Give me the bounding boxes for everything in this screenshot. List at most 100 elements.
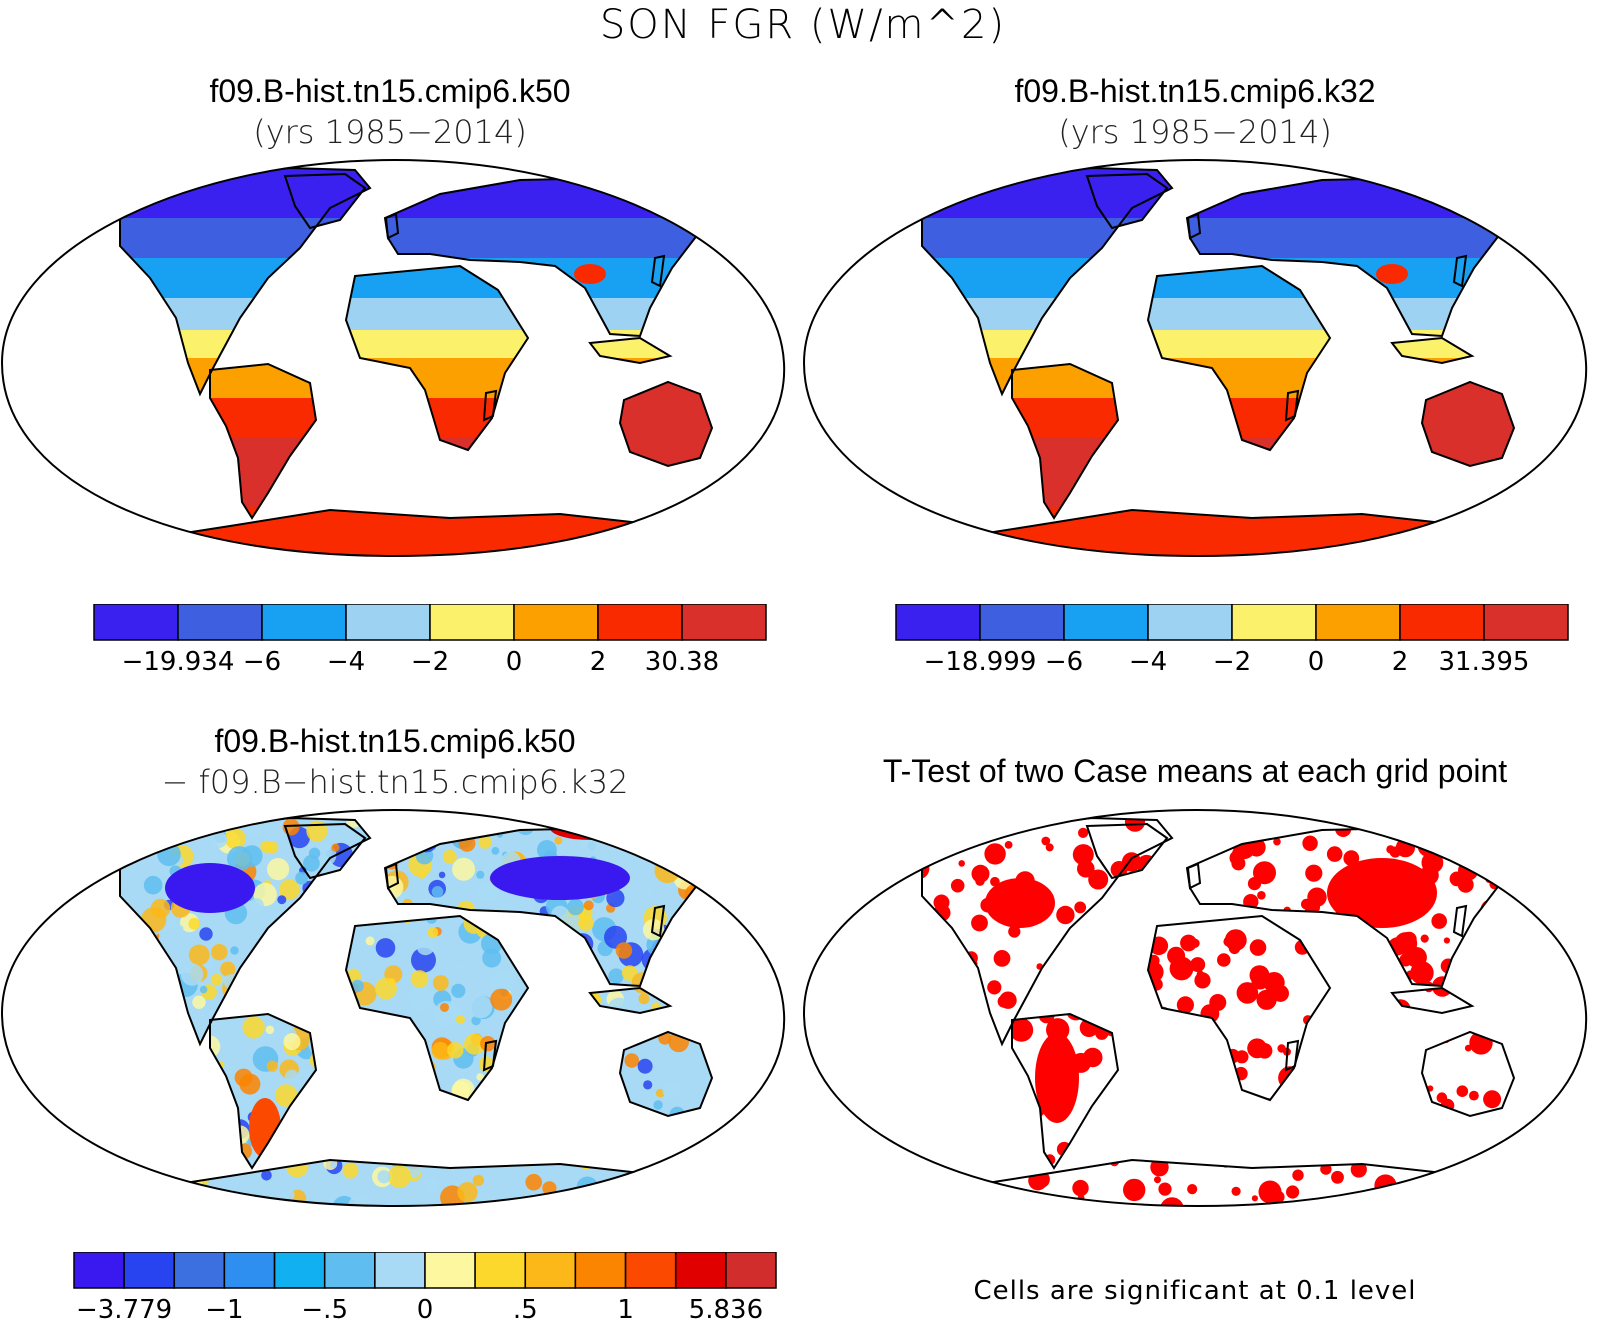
colorbar-swatch — [1399, 604, 1485, 641]
coastline-japan — [650, 904, 666, 938]
colorbar-tick-label: 2 — [590, 647, 607, 677]
colorbar-swatch — [624, 1252, 677, 1289]
colorbar-swatch — [123, 1252, 175, 1289]
colorbar-tick-label: −19.934 — [122, 647, 235, 677]
colorbar-swatch — [424, 1252, 476, 1289]
coastline-uk — [1186, 862, 1202, 890]
case1-map — [0, 158, 786, 558]
colorbar-swatch — [223, 1252, 276, 1289]
colorbar-tick-label: −4 — [327, 647, 365, 677]
colorbar-swatch — [177, 604, 263, 641]
colorbar-tick-label: 1 — [617, 1295, 634, 1325]
diff-subtitle: − f09.B−hist.tn15.cmip6.k32 — [161, 763, 629, 801]
coastline-greenland — [1085, 822, 1169, 880]
case1-subtitle: (yrs 1985−2014) — [253, 113, 527, 151]
diff-map — [0, 808, 786, 1208]
colorbar-swatch — [895, 604, 981, 641]
colorbar-swatch — [73, 1252, 125, 1289]
colorbar-tick-label: −3.779 — [76, 1295, 172, 1325]
colorbar-swatch — [524, 1252, 577, 1289]
coastline-indonesia — [1390, 336, 1475, 365]
coastline-greenland — [1085, 172, 1169, 230]
coastline-indonesia — [588, 336, 673, 365]
coastline-africa — [1146, 914, 1332, 1102]
colorbar-swatch — [173, 1252, 226, 1289]
ttest-map — [802, 808, 1588, 1208]
coastline-samerica — [1011, 1012, 1120, 1170]
coastline-namerica — [119, 816, 372, 1047]
coastline-uk — [384, 212, 400, 240]
colorbar-swatch — [1483, 604, 1569, 641]
coastline-africa — [1146, 264, 1332, 452]
coastline-samerica — [1011, 362, 1120, 520]
colorbar-swatch — [93, 604, 179, 641]
case1-title: f09.B-hist.tn15.cmip6.k50 — [209, 73, 571, 109]
coastline-australia — [618, 380, 714, 468]
case2-colorbar: −18.999 −6 −4 −2 0 2 31.395 — [895, 604, 1569, 677]
colorbar-swatch — [725, 1252, 777, 1289]
coastline-australia — [1420, 380, 1516, 468]
coastline-madagascar — [1284, 1039, 1300, 1072]
diff-colorbar: −3.779 −1 −.5 0 .5 1 5.836 — [73, 1252, 777, 1325]
colorbar-swatch — [1063, 604, 1149, 641]
colorbar-tick-label: −4 — [1129, 647, 1167, 677]
colorbar-swatch — [1231, 604, 1317, 641]
case2-map — [802, 158, 1588, 558]
coastline-japan — [650, 254, 666, 288]
coastline-madagascar — [482, 389, 498, 422]
colorbar-swatch — [261, 604, 347, 641]
colorbar-swatch — [374, 1252, 426, 1289]
case2-title: f09.B-hist.tn15.cmip6.k32 — [1014, 73, 1376, 109]
coastline-namerica — [921, 816, 1174, 1047]
colorbar-swatch — [429, 604, 515, 641]
coastline-samerica — [209, 1012, 318, 1170]
coastline-australia — [618, 1030, 714, 1118]
coastline-indonesia — [1390, 986, 1475, 1015]
coastline-namerica — [119, 166, 372, 397]
coastline-africa — [344, 264, 530, 452]
colorbar-tick-label: −6 — [1045, 647, 1083, 677]
map-outline — [0, 158, 786, 558]
case1-colorbar: −19.934 −6 −4 −2 0 2 30.38 — [93, 604, 767, 677]
colorbar-tick-label: 0 — [417, 1295, 434, 1325]
colorbar-tick-label: 0 — [1308, 647, 1325, 677]
colorbar-swatch — [273, 1252, 326, 1289]
colorbar-swatch — [681, 604, 767, 641]
coastline-japan — [1452, 254, 1468, 288]
colorbar-swatch — [323, 1252, 376, 1289]
coastline-australia — [1420, 1030, 1516, 1118]
colorbar-tick-label: −18.999 — [924, 647, 1037, 677]
colorbar-tick-label: .5 — [513, 1295, 538, 1325]
colorbar-tick-label: −2 — [411, 647, 449, 677]
colorbar-swatch — [513, 604, 599, 641]
coastline-greenland — [283, 172, 367, 230]
colorbar-tick-label: −2 — [1213, 647, 1251, 677]
coastline-uk — [1186, 212, 1202, 240]
colorbar-tick-label: 0 — [506, 647, 523, 677]
colorbar-tick-label: 30.38 — [645, 647, 719, 677]
coastline-madagascar — [1284, 389, 1300, 422]
colorbar-swatch — [345, 604, 431, 641]
coastline-namerica — [921, 166, 1174, 397]
map-outline — [802, 158, 1588, 558]
coastline-uk — [384, 862, 400, 890]
colorbar-swatch — [674, 1252, 727, 1289]
coastline-indonesia — [588, 986, 673, 1015]
colorbar-tick-label: 5.836 — [689, 1295, 763, 1325]
coastline-japan — [1452, 904, 1468, 938]
figure-title: SON FGR (W/m^2) — [599, 2, 1007, 48]
map-outline — [802, 808, 1588, 1208]
colorbar-swatch — [597, 604, 683, 641]
colorbar-tick-label: 2 — [1392, 647, 1409, 677]
colorbar-swatch — [1147, 604, 1233, 641]
coastline-samerica — [209, 362, 318, 520]
map-outline — [0, 808, 786, 1208]
coastline-africa — [344, 914, 530, 1102]
ttest-footnote: Cells are significant at 0.1 level — [973, 1276, 1417, 1306]
coastline-madagascar — [482, 1039, 498, 1072]
diff-title: f09.B-hist.tn15.cmip6.k50 — [214, 723, 576, 759]
ttest-title: T-Test of two Case means at each grid po… — [882, 753, 1508, 789]
case2-subtitle: (yrs 1985−2014) — [1058, 113, 1332, 151]
colorbar-tick-label: −1 — [205, 1295, 243, 1325]
colorbar-tick-label: −6 — [243, 647, 281, 677]
